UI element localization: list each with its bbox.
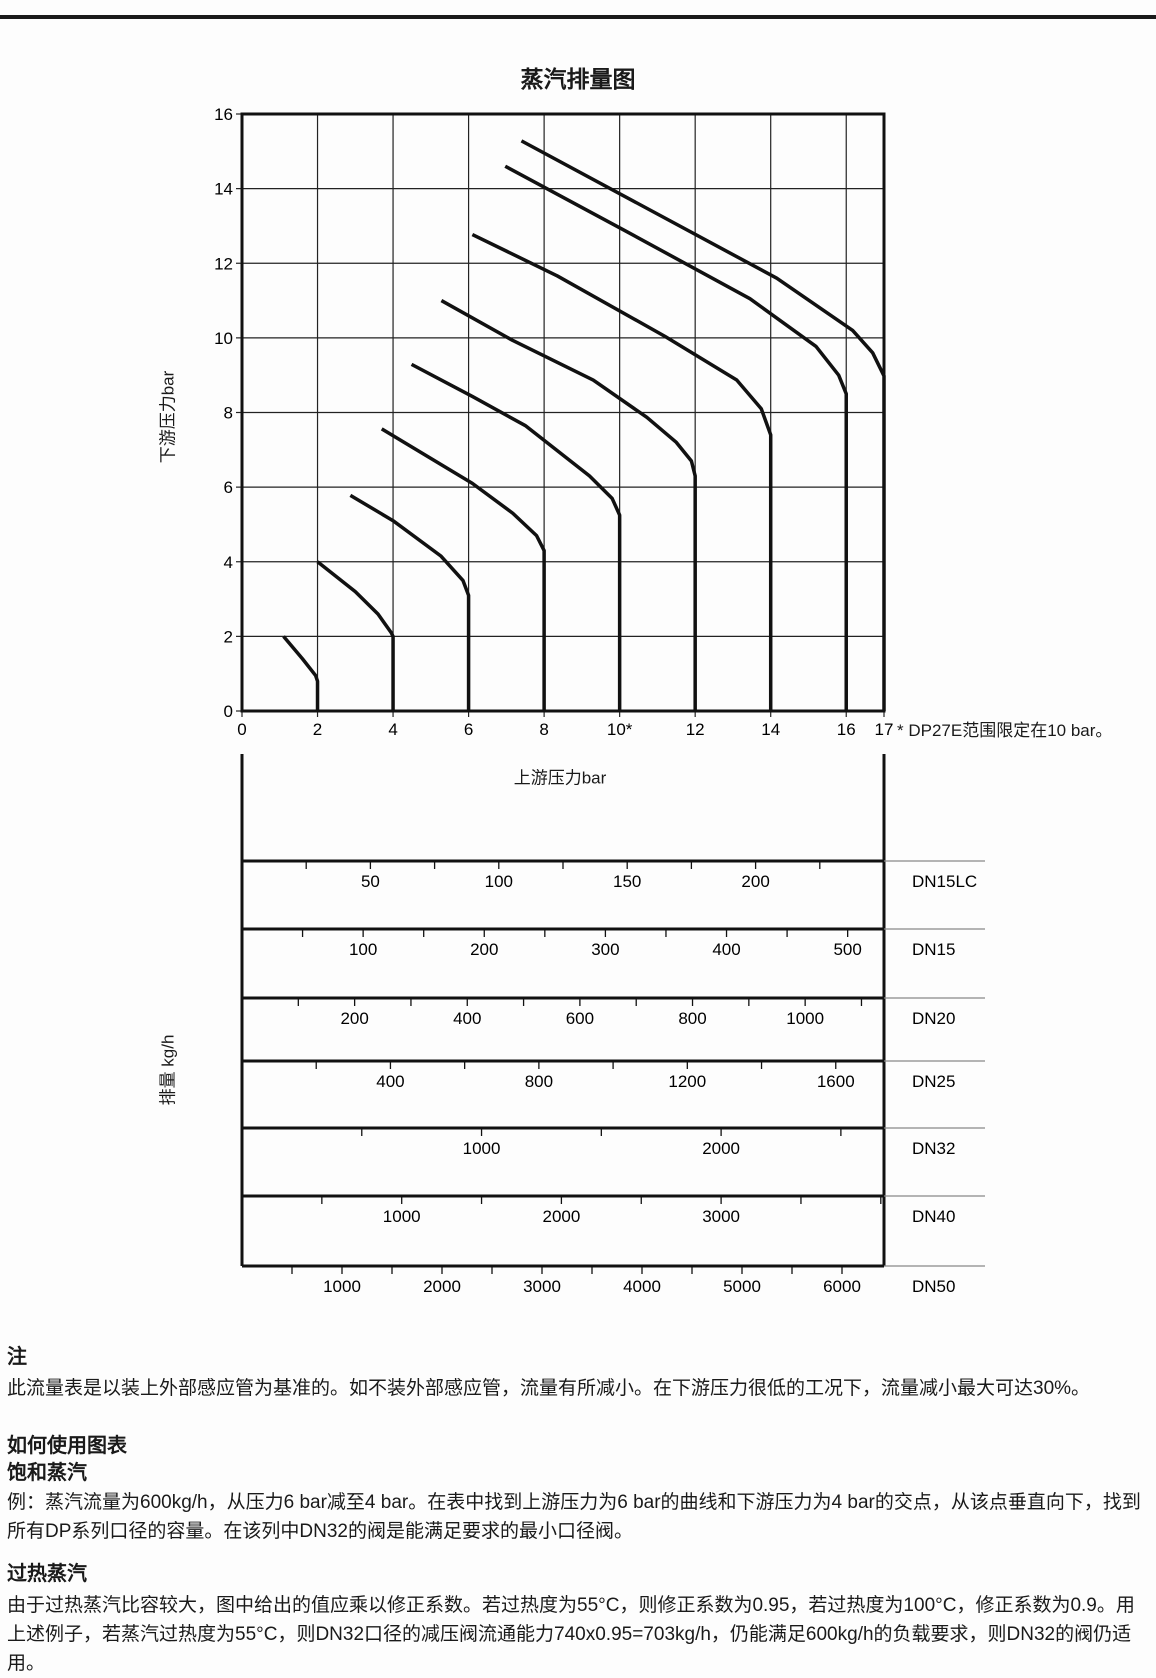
x-tick-label: 12 xyxy=(686,720,705,739)
scale-label: 200 xyxy=(340,1009,368,1028)
x-tick-label: 16 xyxy=(837,720,856,739)
scale-label: 100 xyxy=(349,940,377,959)
scale-label: 1600 xyxy=(817,1072,855,1091)
scale-label: 400 xyxy=(712,940,740,959)
scale-label: 2000 xyxy=(702,1139,740,1158)
valve-size-label: DN25 xyxy=(912,1072,955,1091)
scale-label: 2000 xyxy=(423,1277,461,1296)
flow-axis-label: 排量 kg/h xyxy=(158,1034,178,1106)
scale-label: 300 xyxy=(591,940,619,959)
scale-label: 5000 xyxy=(723,1277,761,1296)
y-tick-label: 16 xyxy=(214,105,233,124)
y-tick-label: 2 xyxy=(224,627,233,646)
y-tick-label: 0 xyxy=(224,702,233,721)
notes-heading: 注 xyxy=(7,1346,27,1368)
x-tick-label: 10* xyxy=(607,720,633,739)
scale-label: 1000 xyxy=(463,1139,501,1158)
top-rule xyxy=(0,15,1156,19)
y-tick-label: 4 xyxy=(224,553,233,572)
scale-label: 1000 xyxy=(383,1207,421,1226)
curve-upstream-12 xyxy=(440,299,697,711)
scale-label: 2000 xyxy=(542,1207,580,1226)
scale-label: 1000 xyxy=(786,1009,824,1028)
scale-label: 800 xyxy=(525,1072,553,1091)
valve-size-label: DN20 xyxy=(912,1009,955,1028)
saturated-heading: 饱和蒸汽 xyxy=(7,1462,87,1484)
y-tick-label: 6 xyxy=(224,478,233,497)
x-tick-label: 14 xyxy=(761,720,780,739)
valve-size-label: DN40 xyxy=(912,1207,955,1226)
curve-upstream-10 xyxy=(410,362,622,711)
y-tick-label: 14 xyxy=(214,180,233,199)
curve-upstream-16 xyxy=(504,164,848,711)
valve-size-label: DN50 xyxy=(912,1277,955,1296)
scale-label: 200 xyxy=(470,940,498,959)
howto-heading: 如何使用图表 xyxy=(7,1435,127,1457)
x-tick-label: 6 xyxy=(464,720,473,739)
scale-label: 4000 xyxy=(623,1277,661,1296)
saturated-text: 例：蒸汽流量为600kg/h，从压力6 bar减至4 bar。在表中找到上游压力… xyxy=(7,1492,1141,1542)
y-tick-label: 8 xyxy=(224,404,233,423)
chart-title: 蒸汽排量图 xyxy=(520,66,636,92)
scale-label: 1000 xyxy=(323,1277,361,1296)
scale-label: 3000 xyxy=(702,1207,740,1226)
curve-upstream-17 xyxy=(520,139,886,711)
x-tick-label: 2 xyxy=(313,720,322,739)
scale-label: 1200 xyxy=(668,1072,706,1091)
y-tick-label: 12 xyxy=(214,254,233,273)
notes-text: 此流量表是以装上外部感应管为基准的。如不装外部感应管，流量有所减小。在下游压力很… xyxy=(7,1378,1091,1399)
scale-label: 800 xyxy=(678,1009,706,1028)
scale-label: 6000 xyxy=(823,1277,861,1296)
x-tick-label: 4 xyxy=(388,720,397,739)
curve-upstream-2 xyxy=(282,635,320,711)
scale-label: 400 xyxy=(376,1072,404,1091)
x-axis-label: 上游压力bar xyxy=(513,768,607,788)
x-tick-label: 17 xyxy=(875,720,894,739)
valve-size-label: DN15 xyxy=(912,940,955,959)
footnote: * DP27E范围限定在10 bar。 xyxy=(897,721,1113,740)
valve-size-label: DN15LC xyxy=(912,872,977,891)
scale-label: 150 xyxy=(613,872,641,891)
scale-label: 100 xyxy=(485,872,513,891)
curve-upstream-8 xyxy=(380,427,546,711)
scale-label: 200 xyxy=(741,872,769,891)
x-tick-label: 8 xyxy=(539,720,548,739)
valve-size-label: DN32 xyxy=(912,1139,955,1158)
scale-label: 400 xyxy=(453,1009,481,1028)
curve-upstream-14 xyxy=(471,232,773,711)
curve-upstream-6 xyxy=(349,493,471,711)
y-axis-label: 下游压力bar xyxy=(158,370,178,464)
steam-capacity-chart: 0 2 4 6 8 10* 12 14 16 17 0 2 4 6 8 10 12 14 16 50 100 150 200… xyxy=(214,105,985,1296)
curve-upstream-4 xyxy=(316,560,395,711)
scale-label: 600 xyxy=(566,1009,594,1028)
scale-label: 500 xyxy=(833,940,861,959)
x-tick-label: 0 xyxy=(237,720,246,739)
superheated-text: 由于过热蒸汽比容较大，图中给出的值应乘以修正系数。若过热度为55°C，则修正系数… xyxy=(7,1595,1135,1674)
scale-label: 3000 xyxy=(523,1277,561,1296)
superheated-heading: 过热蒸汽 xyxy=(7,1563,87,1585)
y-tick-label: 10 xyxy=(214,329,233,348)
scale-label: 50 xyxy=(361,872,380,891)
